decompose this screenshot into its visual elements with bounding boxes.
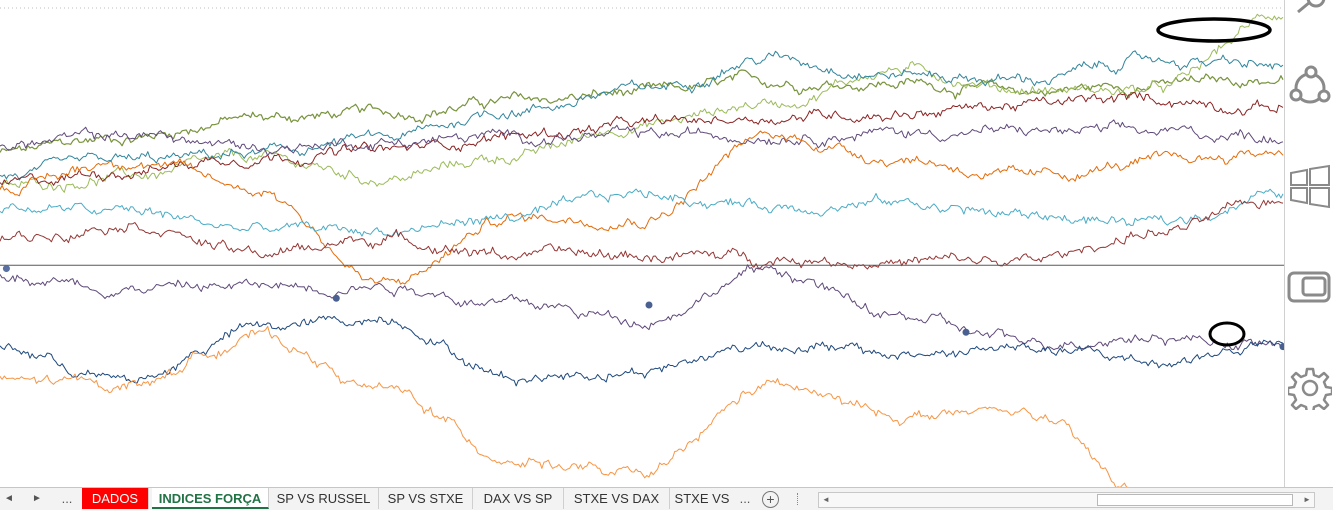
chart-area[interactable]	[0, 0, 1284, 487]
settings-icon[interactable]	[1285, 365, 1333, 411]
tab-scroll-right-button[interactable]: ►	[32, 493, 42, 504]
series-line-2	[0, 13, 1284, 193]
series-line-9	[0, 264, 1284, 351]
tab-stxe-vs[interactable]: STXE VS	[674, 491, 730, 506]
sheet-tab-bar: ◄ ► ... DADOS INDICES FORÇA SP VS RUSSEL…	[0, 487, 1333, 510]
search-icon[interactable]	[1285, 0, 1333, 14]
devices-icon[interactable]	[1285, 266, 1333, 306]
tab-sp-vs-stxe[interactable]: SP VS STXE	[379, 488, 473, 509]
annotation-ellipse-bottom	[1208, 321, 1246, 347]
tab-stxe-vs-dax[interactable]: STXE VS DAX	[564, 488, 670, 509]
data-marker-5	[1279, 343, 1284, 351]
tab-more-left-button[interactable]: ...	[61, 491, 73, 506]
tab-indices-forca[interactable]: INDICES FORÇA	[152, 488, 269, 509]
series-line-11	[0, 325, 1129, 487]
tab-dados[interactable]: DADOS	[82, 488, 149, 509]
series-layer	[0, 13, 1284, 487]
tab-sp-vs-russel[interactable]: SP VS RUSSEL	[269, 488, 379, 509]
horizontal-scrollbar[interactable]: ◄ ►	[818, 492, 1315, 508]
charm-bar	[1284, 0, 1333, 487]
windows-start-icon[interactable]	[1285, 162, 1333, 210]
series-line-8	[0, 199, 1284, 270]
annotation-ellipse-top	[1156, 17, 1272, 43]
series-line-6	[0, 130, 1284, 285]
data-marker-2	[332, 294, 340, 302]
data-marker-4	[962, 328, 970, 336]
data-marker-1	[2, 265, 10, 273]
horizontal-scroll-thumb[interactable]	[1097, 494, 1293, 506]
data-marker-3	[645, 301, 653, 309]
tab-dax-vs-sp[interactable]: DAX VS SP	[473, 488, 564, 509]
series-line-10	[0, 315, 1284, 387]
series-line-3	[0, 50, 1284, 181]
tab-more-right-button[interactable]: ...	[739, 491, 751, 506]
share-icon[interactable]	[1285, 62, 1333, 112]
series-line-4	[0, 92, 1284, 186]
line-chart	[0, 7, 1284, 487]
scroll-left-arrow[interactable]: ◄	[822, 495, 830, 504]
series-line-7	[0, 188, 1284, 237]
series-line-1	[0, 69, 1284, 153]
scroll-right-arrow[interactable]: ►	[1303, 495, 1311, 504]
marker-layer	[2, 265, 1284, 351]
add-sheet-button[interactable]: +	[762, 491, 779, 508]
series-line-5	[0, 119, 1284, 156]
tab-split-handle[interactable]	[797, 493, 800, 505]
tab-scroll-left-button[interactable]: ◄	[4, 493, 14, 504]
